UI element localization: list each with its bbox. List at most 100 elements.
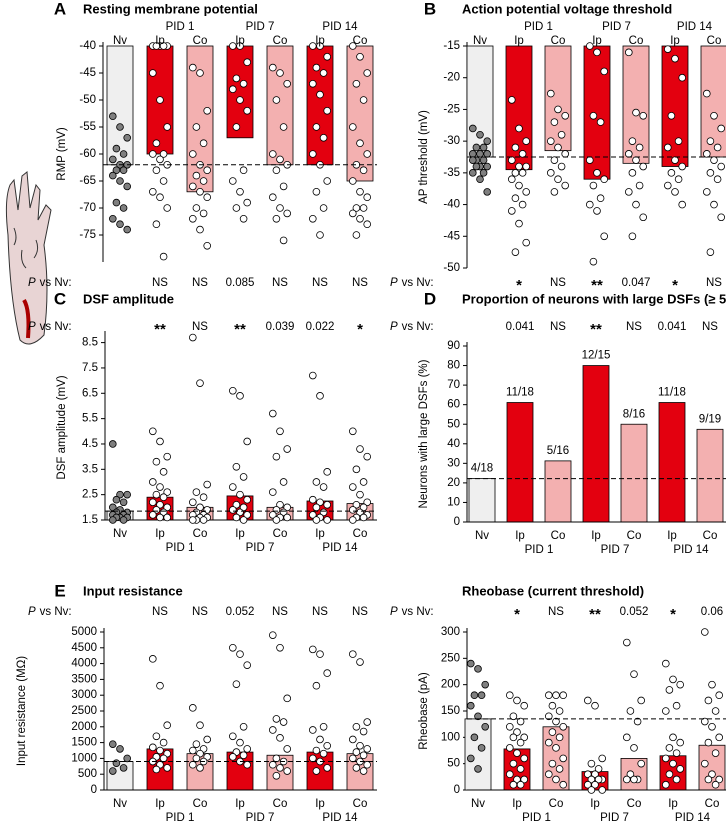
y-tick-label: 150 <box>441 705 460 717</box>
data-point <box>550 188 559 196</box>
data-point <box>189 498 197 507</box>
data-point <box>678 73 686 82</box>
data-point <box>702 89 711 98</box>
data-point <box>511 248 520 256</box>
data-point <box>239 215 248 223</box>
p-value: NS <box>192 321 208 333</box>
data-point <box>348 650 357 658</box>
data-point <box>308 215 317 223</box>
data-point <box>672 701 681 710</box>
y-tick-label: -40 <box>443 199 460 211</box>
data-point <box>312 123 321 131</box>
y-tick-label: 4500 <box>71 642 97 654</box>
data-point <box>316 392 324 400</box>
data-point <box>706 137 715 145</box>
data-point <box>229 177 237 185</box>
data-point <box>348 42 357 50</box>
data-point <box>119 764 128 772</box>
data-point <box>283 209 292 218</box>
data-point <box>268 150 277 158</box>
y-tick-label: 10 <box>447 496 460 508</box>
data-point <box>559 691 567 699</box>
data-point <box>152 732 161 741</box>
data-point <box>715 691 723 699</box>
data-point <box>363 150 372 158</box>
panel-letter: B <box>424 0 436 18</box>
data-point <box>585 200 594 209</box>
bar <box>346 45 374 182</box>
data-point <box>472 162 481 171</box>
bar <box>622 45 650 164</box>
p-value: NS <box>550 277 566 289</box>
data-point <box>477 691 486 699</box>
data-point <box>546 137 555 145</box>
data-point <box>243 511 252 519</box>
data-point <box>272 516 281 524</box>
data-point <box>507 175 516 184</box>
category-label: Ip <box>592 35 602 47</box>
data-point <box>149 511 157 519</box>
bar <box>544 460 572 523</box>
data-point <box>706 248 715 256</box>
data-point <box>268 63 277 72</box>
category-label: Ip <box>668 798 678 810</box>
data-point <box>583 770 592 778</box>
data-point <box>554 143 562 152</box>
data-point <box>557 131 566 139</box>
data-point <box>308 645 317 654</box>
data-point <box>708 770 716 778</box>
data-point <box>704 738 713 747</box>
data-point <box>123 134 131 142</box>
value-label: 4/18 <box>471 463 493 475</box>
bar <box>146 45 174 155</box>
data-point <box>552 717 560 726</box>
data-point <box>152 220 161 229</box>
y-tick-label: 250 <box>441 652 460 664</box>
data-point <box>316 90 324 99</box>
data-point <box>348 209 357 218</box>
data-point <box>152 42 161 50</box>
data-point <box>717 213 725 222</box>
p-value: 0.039 <box>266 321 295 333</box>
data-point <box>203 735 212 744</box>
data-point <box>279 182 288 191</box>
data-point <box>239 516 248 524</box>
data-point <box>550 118 559 126</box>
data-point <box>163 513 172 522</box>
data-point <box>308 42 317 50</box>
y-tick-label: 4000 <box>71 658 97 670</box>
data-point <box>589 111 598 120</box>
category-label: Nv <box>113 798 127 810</box>
paw-illustration <box>5 171 52 345</box>
data-point <box>192 740 201 748</box>
data-point <box>112 759 121 767</box>
data-point <box>628 137 637 145</box>
p-value: NS <box>192 606 208 618</box>
category-label: Ip <box>591 530 601 542</box>
data-point <box>585 156 594 164</box>
panel-title: DSF amplitude <box>83 291 174 306</box>
data-point <box>667 111 676 120</box>
data-point <box>472 143 481 152</box>
y-tick-label: -50 <box>79 94 96 106</box>
data-point <box>626 770 635 778</box>
data-point <box>544 770 553 778</box>
data-point <box>626 707 635 715</box>
y-tick-label: 3.5 <box>82 463 98 475</box>
data-point <box>359 96 368 104</box>
data-point <box>276 734 284 742</box>
data-point <box>591 701 599 710</box>
y-tick-label: 90 <box>447 340 460 352</box>
category-label: Ip <box>235 528 245 540</box>
p-value: * <box>672 277 678 294</box>
data-point <box>123 754 131 763</box>
data-point <box>585 42 594 50</box>
category-label: Co <box>273 528 288 540</box>
data-point <box>199 493 208 501</box>
bar <box>658 402 686 523</box>
data-point <box>600 67 608 76</box>
data-point <box>196 188 204 196</box>
p-label-text: vs Nv: <box>402 606 434 618</box>
y-tick-label: 20 <box>447 477 460 489</box>
y-tick-label: -45 <box>443 230 460 242</box>
